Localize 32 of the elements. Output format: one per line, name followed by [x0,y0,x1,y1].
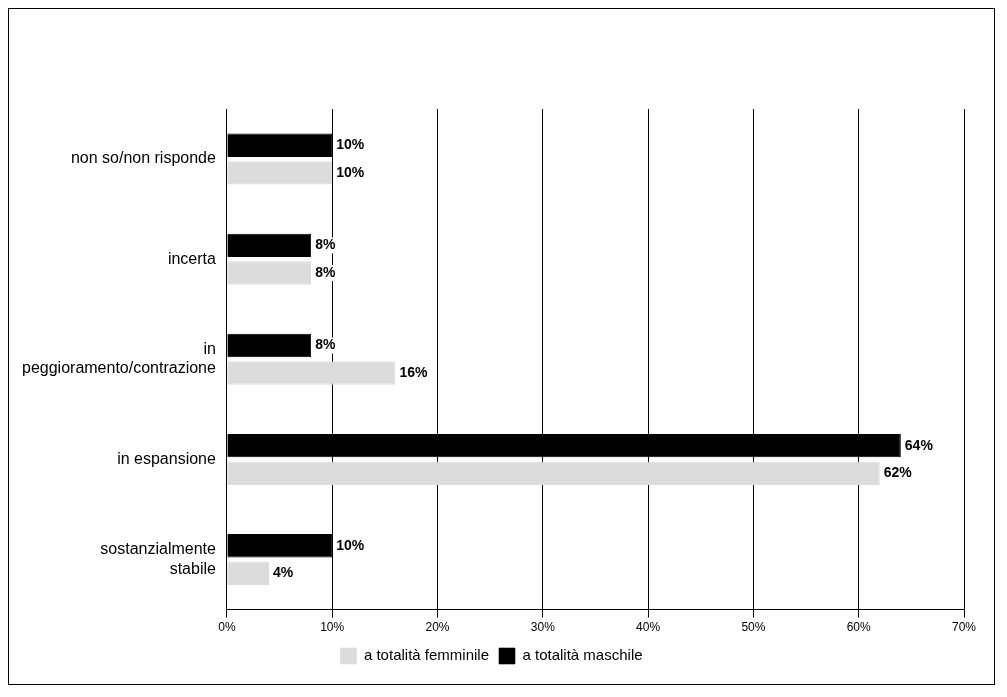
x-tick-label: 40% [636,620,661,635]
legend-label: a totalità femminile [363,646,490,664]
data-label: 10% [336,136,365,153]
legend-label: a totalità maschile [522,646,643,664]
x-tick-label: 10% [320,620,345,635]
data-label: 8% [315,336,336,353]
y-tick-label: in peggioramento/contrazione [22,340,217,377]
data-label: 64% [904,436,934,453]
x-tick-label: 50% [741,620,766,635]
data-label: 62% [883,464,913,481]
y-tick-label: in espansione [117,449,216,467]
x-tick-label: 0% [218,620,236,635]
data-label: 4% [273,564,294,581]
bar [227,561,270,586]
bar [227,333,312,358]
x-tick-label: 70% [951,620,977,635]
x-tick-label: 30% [530,620,556,635]
data-label: 8% [315,263,336,280]
data-label: 16% [399,363,428,380]
x-tick-label: 60% [846,620,872,635]
y-tick-label: sostanzialmente stabile [100,540,217,577]
data-label: 10% [336,163,365,180]
bar [227,161,333,185]
bar [227,461,880,485]
data-label: 10% [336,536,365,553]
bar [227,233,312,258]
bar [227,361,396,385]
y-tick-label: incerta [167,249,216,267]
data-label: 8% [315,236,336,253]
y-tick-label: non so/non risponde [70,149,217,167]
bar [227,261,312,285]
x-tick-label: 20% [425,620,450,635]
